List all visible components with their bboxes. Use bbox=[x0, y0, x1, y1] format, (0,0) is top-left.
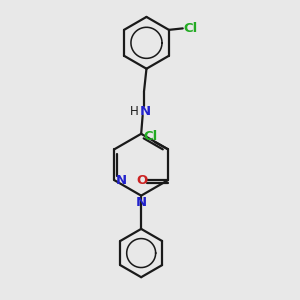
Text: N: N bbox=[136, 196, 147, 208]
Text: N: N bbox=[140, 105, 151, 118]
Text: Cl: Cl bbox=[184, 22, 198, 35]
Text: N: N bbox=[115, 174, 126, 187]
Text: H: H bbox=[130, 105, 139, 118]
Text: O: O bbox=[136, 174, 148, 187]
Text: Cl: Cl bbox=[143, 130, 158, 143]
